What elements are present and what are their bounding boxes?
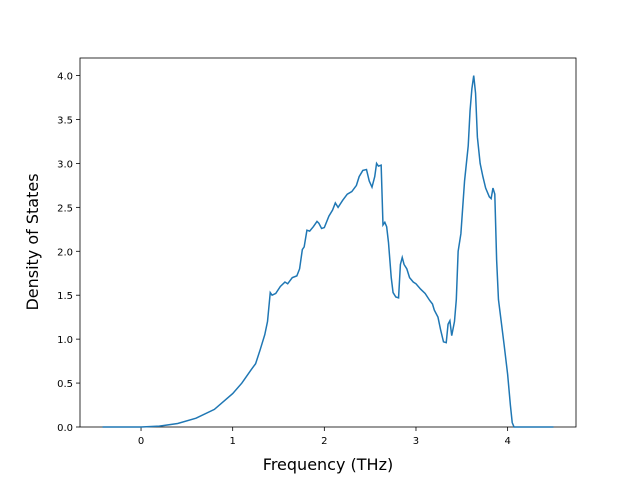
x-tick-label: 1 [229,436,235,447]
x-tick-label: 3 [413,436,419,447]
y-tick-label: 0.5 [57,379,73,390]
y-tick-label: 1.0 [57,335,73,346]
x-tick-label: 0 [138,436,144,447]
plot-frame [79,57,577,428]
y-tick-label: 1.5 [57,291,73,302]
x-tick-label: 2 [321,436,327,447]
y-tick-label: 0.0 [57,423,73,434]
x-axis-label: Frequency (THz) [263,455,393,474]
y-tick-label: 2.0 [57,247,73,258]
y-tick-label: 4.0 [57,72,73,83]
y-tick-label: 3.0 [57,159,73,170]
y-tick-label: 2.5 [57,203,73,214]
y-tick-label: 3.5 [57,116,73,127]
x-tick-label: 4 [504,436,510,447]
y-axis-label: Density of States [23,173,42,310]
line-series [102,75,554,428]
